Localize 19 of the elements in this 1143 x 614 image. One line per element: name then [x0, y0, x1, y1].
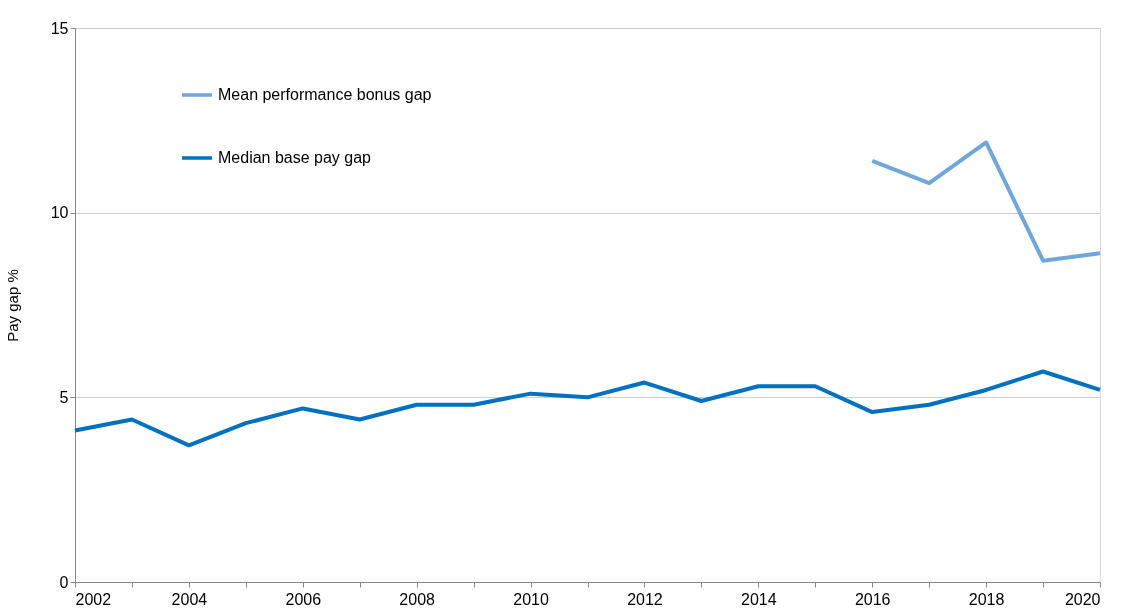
y-tick-label: 15 [50, 19, 69, 37]
x-tick-label: 2018 [968, 590, 1005, 608]
x-tick-label: 2010 [513, 590, 549, 608]
x-tick-label: 2008 [399, 590, 436, 608]
line-series [73, 369, 1102, 448]
y-axis-title: Pay gap % [3, 269, 21, 342]
x-tick-label: 2016 [854, 590, 891, 608]
y-tick-label: 0 [59, 573, 69, 591]
x-tick-label: 2004 [171, 590, 208, 608]
legend-label: Median base pay gap [218, 149, 372, 166]
x-tick-label: 2006 [285, 590, 322, 608]
x-tick-label: 2014 [741, 590, 777, 608]
legend-label: Mean performance bonus gap [218, 86, 432, 103]
x-tick-label: 2020 [1064, 590, 1101, 608]
x-tick-label: 2012 [627, 590, 663, 608]
y-tick-label: 10 [50, 204, 69, 222]
y-tick-label: 5 [59, 388, 69, 406]
line-series [870, 140, 1102, 263]
x-tick-label: 2002 [75, 590, 112, 608]
